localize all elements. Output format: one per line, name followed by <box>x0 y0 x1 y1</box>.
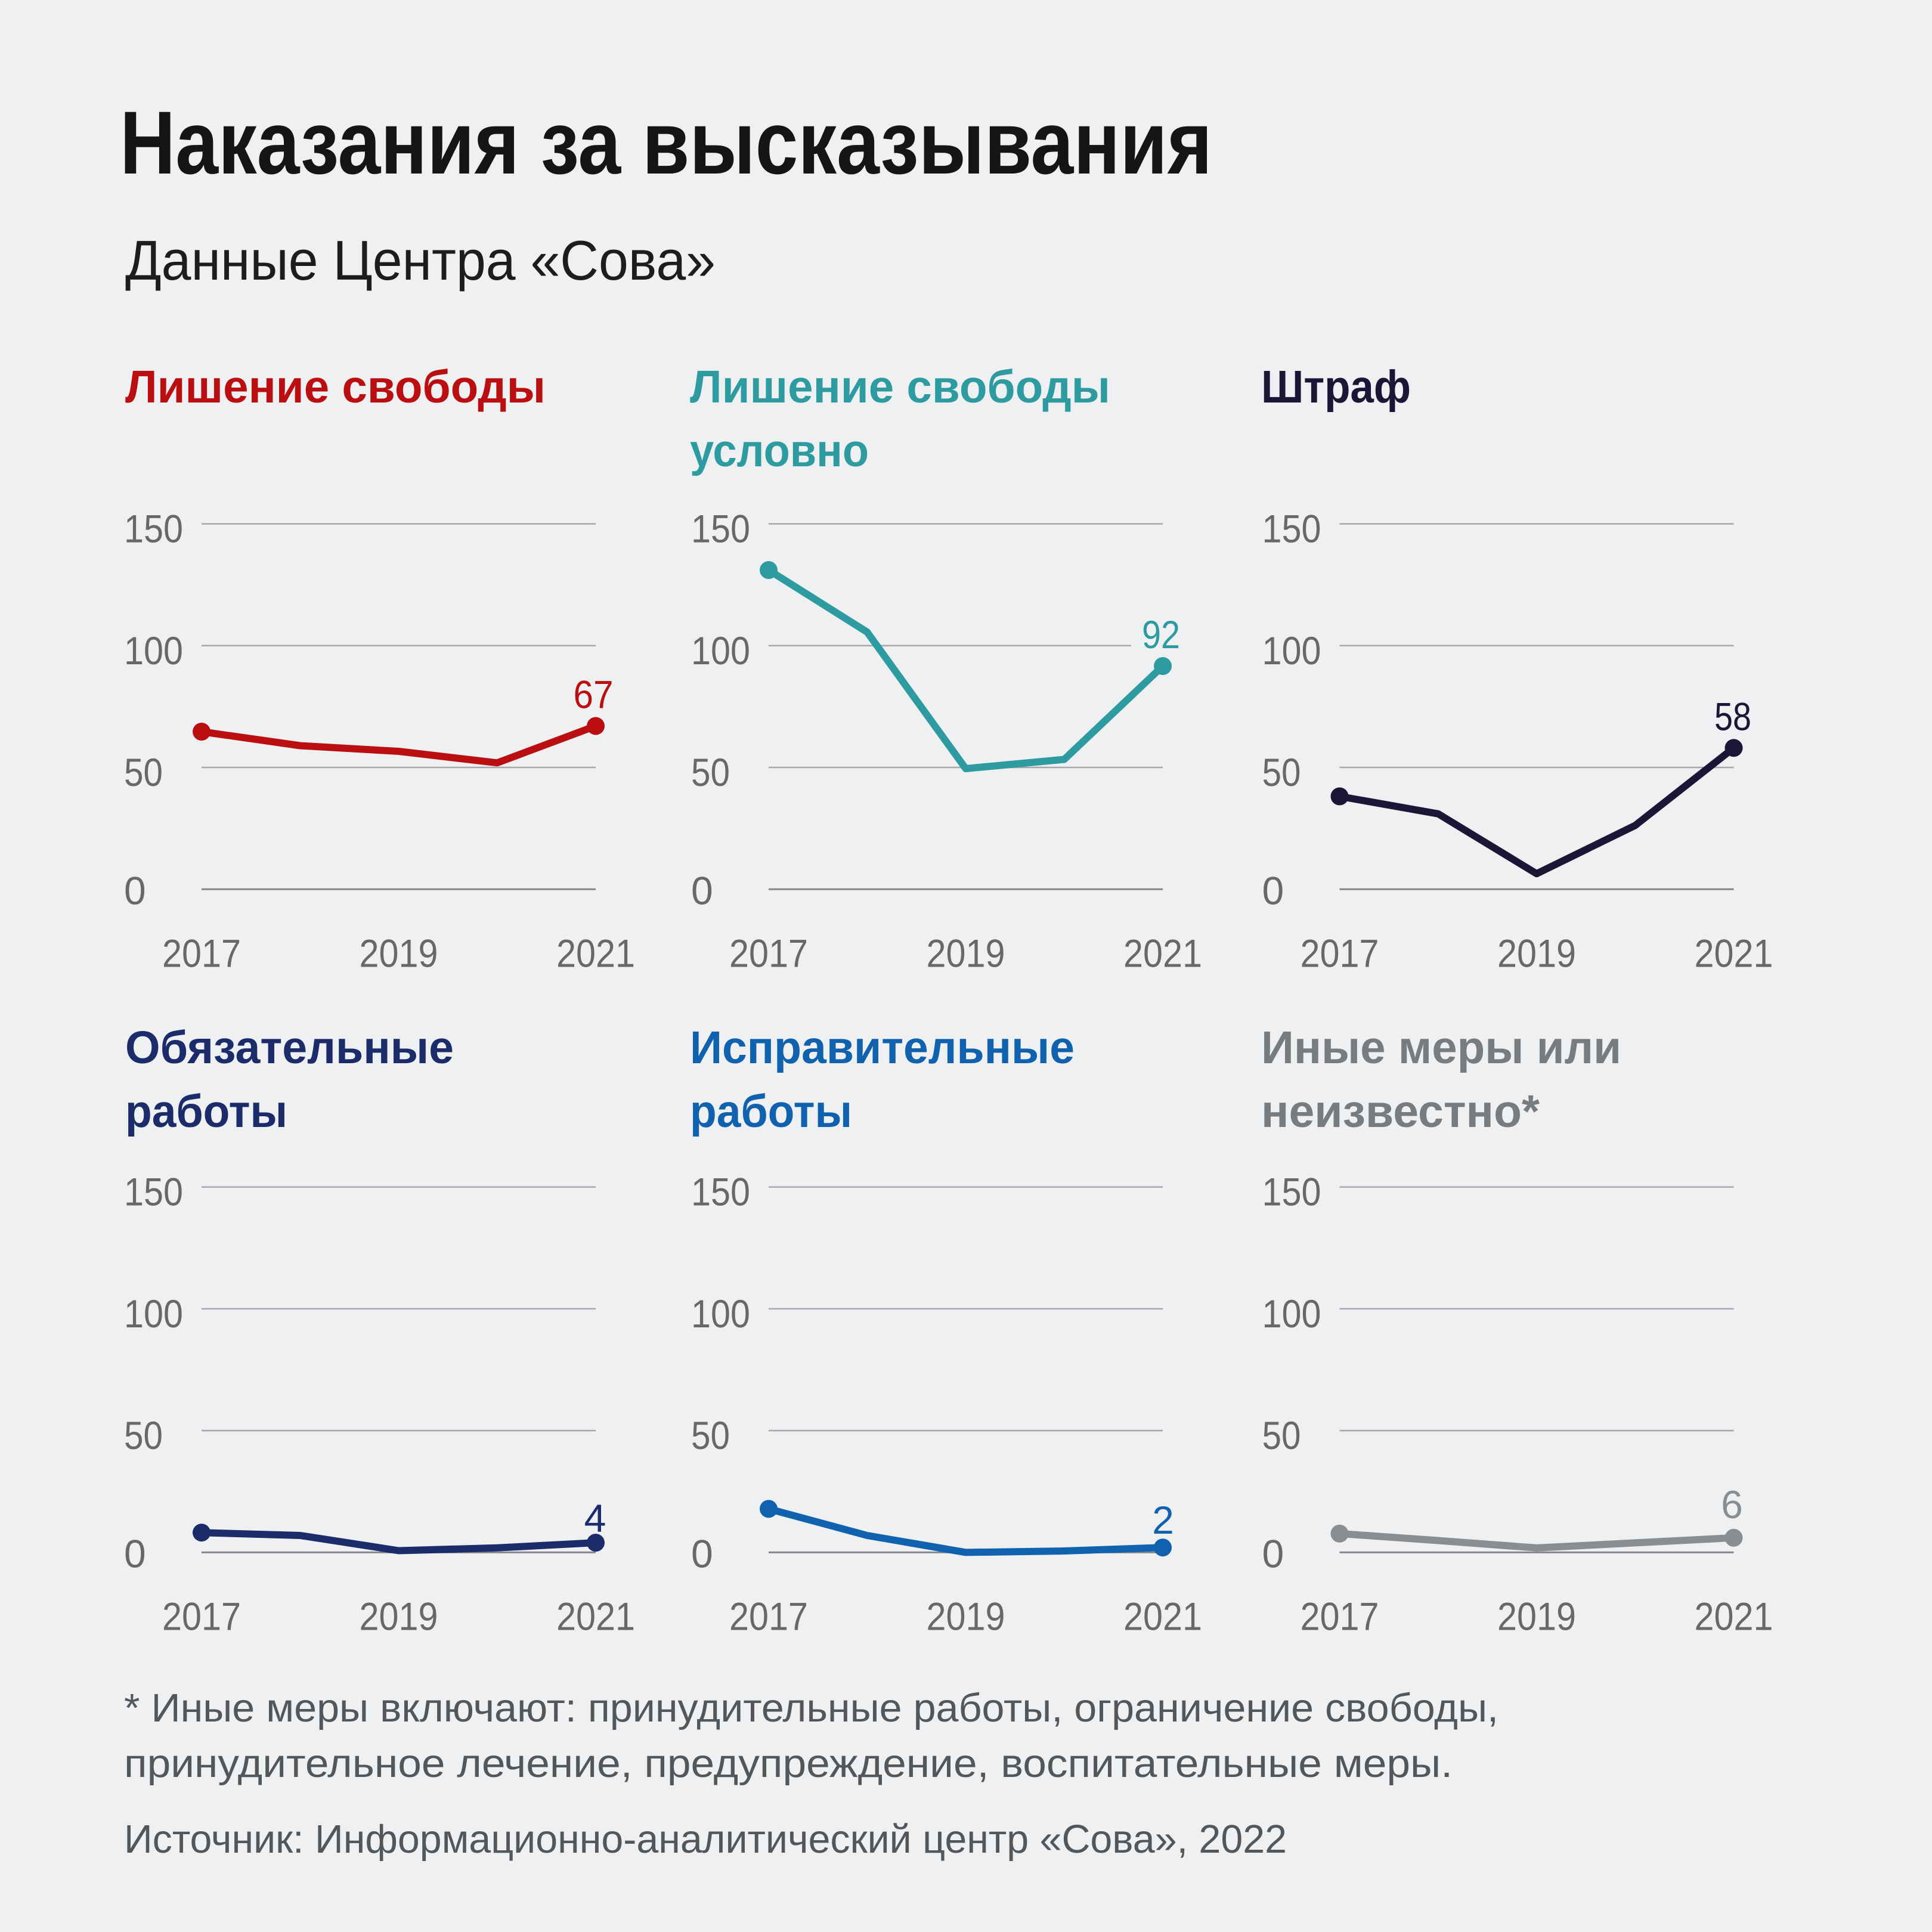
svg-text:0: 0 <box>124 1531 146 1575</box>
svg-text:50: 50 <box>1262 1413 1301 1457</box>
svg-text:100: 100 <box>1262 628 1321 673</box>
svg-text:2019: 2019 <box>360 931 438 976</box>
svg-text:2019: 2019 <box>927 1594 1005 1639</box>
svg-text:2021: 2021 <box>1123 1594 1202 1639</box>
svg-text:0: 0 <box>1262 868 1284 912</box>
svg-text:0: 0 <box>691 868 713 912</box>
svg-text:58: 58 <box>1714 695 1751 739</box>
svg-text:2019: 2019 <box>360 1594 438 1639</box>
svg-text:2017: 2017 <box>729 1594 808 1639</box>
svg-text:0: 0 <box>124 868 146 912</box>
svg-text:2019: 2019 <box>1497 931 1576 976</box>
svg-text:работы: работы <box>125 1086 287 1137</box>
svg-text:50: 50 <box>124 1413 163 1457</box>
svg-text:150: 150 <box>691 1170 750 1214</box>
svg-text:150: 150 <box>691 506 750 550</box>
svg-text:работы: работы <box>690 1086 852 1137</box>
svg-text:92: 92 <box>1142 612 1180 657</box>
svg-text:150: 150 <box>1262 506 1321 550</box>
svg-text:условно: условно <box>690 425 869 476</box>
svg-text:2017: 2017 <box>162 1594 241 1639</box>
svg-text:150: 150 <box>1262 1170 1321 1214</box>
svg-text:100: 100 <box>124 628 183 673</box>
svg-text:50: 50 <box>691 750 730 794</box>
svg-text:2017: 2017 <box>1301 931 1379 976</box>
svg-text:принудительное лечение, предуп: принудительное лечение, предупреждение, … <box>124 1741 1453 1786</box>
svg-text:Данные Центра «Сова»: Данные Центра «Сова» <box>125 229 716 292</box>
svg-text:Лишение свободы: Лишение свободы <box>125 361 546 413</box>
svg-text:50: 50 <box>124 750 163 794</box>
svg-text:2017: 2017 <box>729 931 808 976</box>
svg-text:2019: 2019 <box>927 931 1005 976</box>
svg-text:67: 67 <box>574 673 614 717</box>
svg-text:Лишение свободы: Лишение свободы <box>690 361 1110 413</box>
svg-text:6: 6 <box>1721 1482 1743 1527</box>
svg-text:4: 4 <box>584 1496 606 1540</box>
svg-text:0: 0 <box>691 1531 713 1575</box>
svg-text:2021: 2021 <box>1695 1594 1773 1639</box>
svg-text:50: 50 <box>1262 750 1301 794</box>
svg-text:Обязательные: Обязательные <box>125 1022 454 1073</box>
svg-text:100: 100 <box>1262 1292 1321 1336</box>
svg-text:Наказания за высказывания: Наказания за высказывания <box>120 92 1212 193</box>
svg-text:0: 0 <box>1262 1531 1284 1575</box>
svg-text:150: 150 <box>124 506 183 550</box>
svg-text:2021: 2021 <box>1695 931 1773 976</box>
svg-text:2019: 2019 <box>1497 1594 1576 1639</box>
svg-text:2021: 2021 <box>556 1594 635 1639</box>
svg-text:150: 150 <box>124 1170 183 1214</box>
svg-text:2017: 2017 <box>1301 1594 1379 1639</box>
svg-text:2: 2 <box>1152 1498 1174 1542</box>
svg-text:100: 100 <box>124 1292 183 1336</box>
svg-text:2021: 2021 <box>556 931 635 976</box>
svg-text:Исправительные: Исправительные <box>690 1022 1075 1073</box>
svg-text:2017: 2017 <box>162 931 241 976</box>
svg-text:Штраф: Штраф <box>1261 361 1411 413</box>
svg-text:Источник: Информационно-аналит: Источник: Информационно-аналитический це… <box>124 1817 1287 1862</box>
svg-text:неизвестно*: неизвестно* <box>1261 1086 1540 1137</box>
svg-text:Иные меры или: Иные меры или <box>1261 1022 1621 1073</box>
svg-text:100: 100 <box>691 1292 750 1336</box>
svg-text:* Иные меры включают: принудит: * Иные меры включают: принудительные раб… <box>124 1686 1498 1730</box>
svg-text:50: 50 <box>691 1413 730 1457</box>
svg-text:2021: 2021 <box>1123 931 1202 976</box>
svg-text:100: 100 <box>691 628 750 673</box>
